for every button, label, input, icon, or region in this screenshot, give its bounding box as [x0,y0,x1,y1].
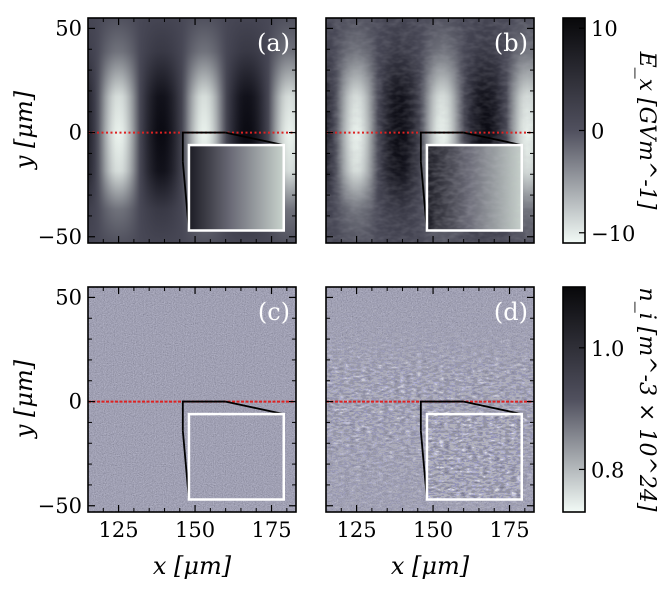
axes-frame [87,286,297,513]
colorbar-label: E_x [GVm^-1] [634,51,659,210]
y-tick-label: −50 [38,494,82,518]
panel-a: 50 0 −50 (a) [38,16,297,249]
axes-frame [325,17,535,244]
panel-b: (b) [325,17,535,244]
colorbar-label: n_i [m^-3 × 10^24] [634,288,659,512]
zoom-inset [187,143,286,232]
panel-label: (a) [257,29,290,57]
x-tick-label: 150 [413,518,453,542]
y-axis-label: y [μm] [10,359,38,439]
panel-d: 125 150 175 (d) [325,286,535,542]
colorbar-tick-label: 1.0 [591,337,624,361]
colorbar-tick-label: 10 [591,17,618,41]
y-axis-label: y [μm] [10,90,38,170]
zoom-inset [187,412,286,501]
y-tick-label: 0 [69,390,82,414]
y-tick-label: 50 [55,16,82,40]
x-tick-label: 150 [175,518,215,542]
panel-label: (c) [258,298,290,326]
x-tick-label: 125 [337,518,377,542]
x-tick-label: 175 [489,518,529,542]
colorbar-tick-label: −10 [591,222,635,246]
axes-frame [87,17,297,244]
colorbar-tick-label: 0.8 [591,458,624,482]
x-tick-label: 175 [251,518,291,542]
y-tick-label: 50 [55,285,82,309]
x-tick-label: 125 [99,518,139,542]
axes-frame [325,286,535,513]
x-axis-label: x [μm] [391,552,470,580]
zoom-inset [425,143,524,232]
panel-label: (d) [494,298,528,326]
colorbar-ni: 1.0 0.8 n_i [m^-3 × 10^24] [562,286,659,513]
heatmap-image [88,18,296,243]
x-axis-label: x [μm] [153,552,232,580]
colorbar-ex: 10 0 −10 E_x [GVm^-1] [562,17,659,246]
y-tick-label: 0 [69,121,82,145]
zoom-inset [425,412,524,501]
panel-c: 50 0 −50 125 150 175 (c) [38,285,297,542]
panel-label: (b) [494,29,528,57]
colorbar-tick-label: 0 [591,120,604,144]
y-tick-label: −50 [38,225,82,249]
